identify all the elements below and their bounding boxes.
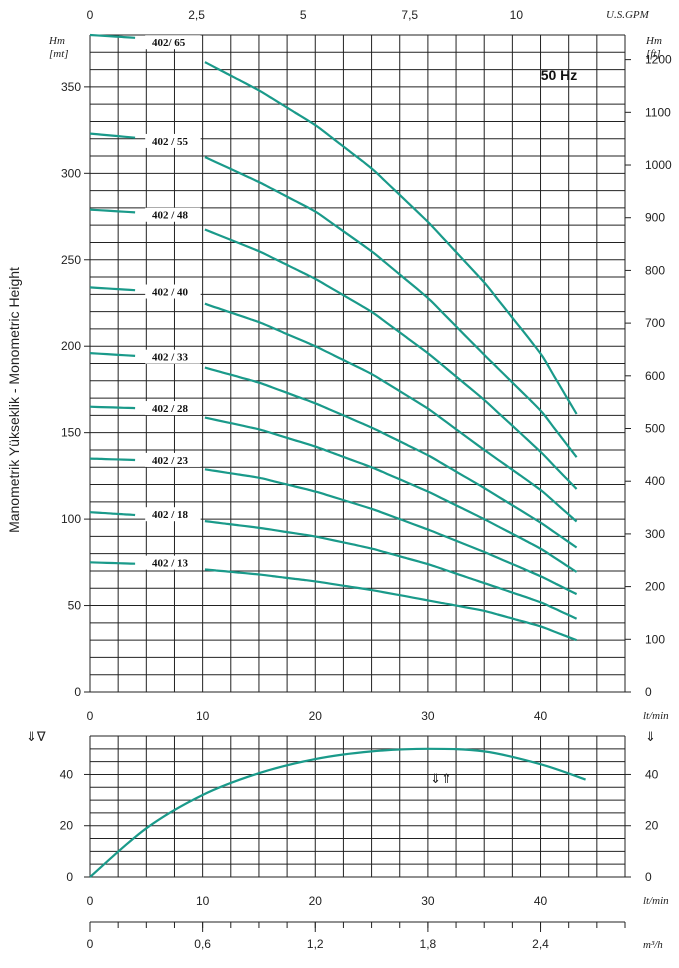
curve-label: 402 / 33 — [152, 352, 189, 364]
head-curve-1-start — [89, 33, 136, 39]
curve-label-bg — [145, 133, 201, 148]
curve-label-bg — [145, 401, 201, 416]
m3h-tick-label: 1,8 — [420, 937, 437, 951]
head-curve-5 — [204, 366, 578, 549]
head-curve-3-start — [89, 208, 136, 214]
head-curve-1 — [204, 61, 578, 415]
curve-label-bg — [145, 35, 201, 50]
y-tick-label: 50 — [68, 599, 82, 613]
curve-label-bg — [145, 284, 201, 299]
head-curve-8 — [204, 520, 578, 620]
right-tick-label: 200 — [645, 580, 665, 594]
y-tick-label: 250 — [61, 253, 81, 267]
head-curve-9 — [204, 568, 577, 642]
top-tick-label: 0 — [87, 8, 94, 22]
right-tick-label: 100 — [645, 632, 665, 646]
right-tick-label: 1100 — [645, 105, 671, 119]
curve-label-bg — [145, 452, 201, 467]
lower-x-tick-label: 40 — [534, 894, 548, 908]
right-tick-label: 700 — [645, 316, 665, 330]
x-tick-label: 30 — [421, 709, 435, 723]
curve-label-bg — [145, 207, 201, 222]
head-curve-4-start — [89, 286, 136, 292]
right-unit-ft: [ft] — [646, 48, 661, 60]
x-tick-label: 0 — [87, 709, 94, 723]
right-tick-label: 1000 — [645, 158, 672, 172]
head-curve-3 — [204, 228, 578, 490]
y-axis-title: Manometrik Yükseklik - Monometric Height — [6, 267, 22, 533]
right-tick-label: 900 — [645, 211, 665, 225]
curve-label: 402 / 28 — [152, 403, 189, 415]
m3h-tick-label: 0 — [87, 937, 94, 951]
x-tick-label: 20 — [309, 709, 323, 723]
curve-label: 402/ 65 — [152, 37, 186, 49]
curve-label: 402 / 18 — [152, 509, 189, 521]
top-tick-label: 10 — [510, 8, 524, 22]
x-tick-label: 40 — [534, 709, 548, 723]
head-curve-2-start — [89, 132, 136, 139]
frequency-label: 50 Hz — [541, 67, 578, 83]
right-tick-label: 0 — [645, 685, 652, 699]
y-tick-label: 300 — [61, 166, 81, 180]
right-tick-label: 1200 — [645, 53, 672, 67]
y-tick-label: 350 — [61, 80, 81, 94]
right-tick-label: 400 — [645, 474, 665, 488]
right-tick-label: 800 — [645, 263, 665, 277]
y-tick-label: 150 — [61, 426, 81, 440]
head-curve-4 — [204, 302, 578, 523]
lower-right-unit: ⇓ — [645, 730, 656, 745]
right-tick-label: 600 — [645, 369, 665, 383]
lower-x-tick-label: 20 — [309, 894, 323, 908]
head-curve-2 — [204, 156, 578, 458]
m3h-tick-label: 0,6 — [194, 937, 211, 951]
lower-left-unit: ⇓∇ — [26, 730, 46, 745]
head-curve-7 — [204, 468, 578, 596]
lower-right-tick-label: 20 — [645, 819, 659, 833]
curve-label-bg — [145, 555, 201, 570]
top-tick-label: 5 — [300, 8, 307, 22]
right-tick-label: 500 — [645, 422, 665, 436]
left-unit-hm: Hm — [48, 35, 65, 47]
head-curve-9-start — [89, 561, 136, 565]
curve-label-bg — [145, 349, 201, 364]
lower-x-tick-label: 0 — [87, 894, 94, 908]
head-curve-7-start — [89, 457, 136, 462]
top-unit-gpm: U.S.GPM — [606, 9, 650, 21]
y-tick-label: 200 — [61, 339, 81, 353]
lower-y-tick-label: 40 — [60, 767, 74, 781]
lower-right-tick-label: 40 — [645, 767, 659, 781]
curve-label: 402 / 48 — [152, 210, 189, 222]
flow-m3h-unit: m³/h — [643, 939, 663, 951]
efficiency-curve-label: ⇓⇑ — [430, 772, 452, 787]
curve-label: 402 / 23 — [152, 455, 189, 467]
right-tick-label: 300 — [645, 527, 665, 541]
curve-label: 402 / 40 — [152, 287, 189, 299]
top-tick-label: 2,5 — [188, 8, 205, 22]
head-curve-6 — [204, 416, 578, 573]
right-unit-hm: Hm — [645, 35, 662, 47]
head-curve-5-start — [89, 352, 136, 357]
top-tick-label: 7,5 — [401, 8, 418, 22]
lower-right-tick-label: 0 — [645, 870, 652, 884]
lower-x-tick-label: 10 — [196, 894, 210, 908]
lower-bottom-unit: lt/min — [643, 895, 669, 907]
curve-label-bg — [145, 507, 201, 522]
head-curve-6-start — [89, 405, 136, 410]
m3h-tick-label: 1,2 — [307, 937, 324, 951]
left-unit-mt: [mt] — [49, 48, 69, 60]
y-tick-label: 100 — [61, 512, 81, 526]
efficiency-curve — [89, 747, 586, 878]
head-curve-8-start — [89, 511, 136, 517]
lower-y-tick-label: 20 — [60, 819, 74, 833]
x-tick-label: 10 — [196, 709, 210, 723]
curve-label: 402 / 55 — [152, 136, 189, 148]
y-tick-label: 0 — [74, 685, 81, 699]
curve-label: 402 / 13 — [152, 558, 189, 570]
lower-x-tick-label: 30 — [421, 894, 435, 908]
lower-y-tick-label: 0 — [66, 870, 73, 884]
bottom-unit-lpm: lt/min — [643, 710, 669, 722]
m3h-tick-label: 2,4 — [532, 937, 549, 951]
